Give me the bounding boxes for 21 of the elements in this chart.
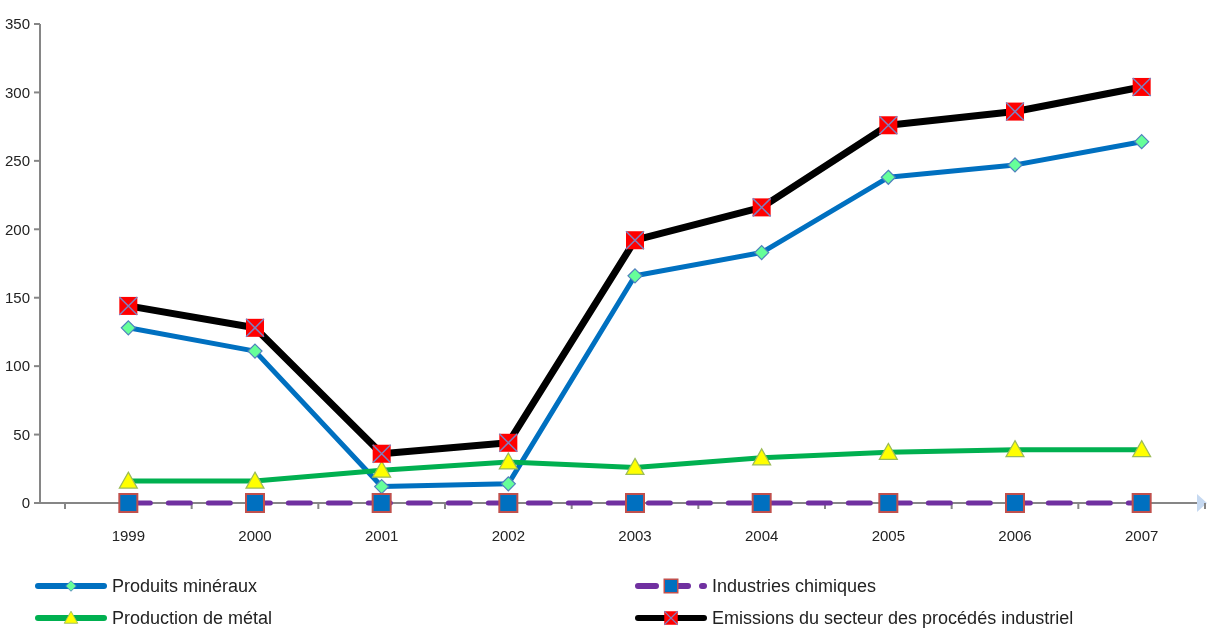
x-tick-label: 2007 [1124,527,1159,544]
x-tick-label: 2004 [744,527,779,544]
x-tick-label: 1999 [111,527,146,544]
x-tick-label: 2003 [618,527,652,544]
x-tick-label: 2000 [238,527,272,544]
legend-label: Emissions du secteur des procédés industriel [712,608,1074,629]
x-tick-label: 2002 [491,527,526,544]
legend-label: Production de métal [112,608,273,629]
y-tick-label: 200 [4,220,30,238]
x-tick-label: 2001 [364,527,399,544]
y-tick-label: 100 [4,357,30,375]
y-tick-label: 150 [4,288,30,306]
y-tick-label: 0 [21,494,30,512]
y-tick-label: 350 [4,15,30,33]
y-tick-label: 50 [13,425,30,443]
x-tick-label: 2005 [871,527,906,544]
y-tick-label: 250 [4,152,30,170]
legend-label: Produits minéraux [112,576,258,597]
legend-label: Industries chimiques [712,576,877,597]
y-tick-label: 300 [4,83,30,101]
x-tick-label: 2006 [998,527,1032,544]
